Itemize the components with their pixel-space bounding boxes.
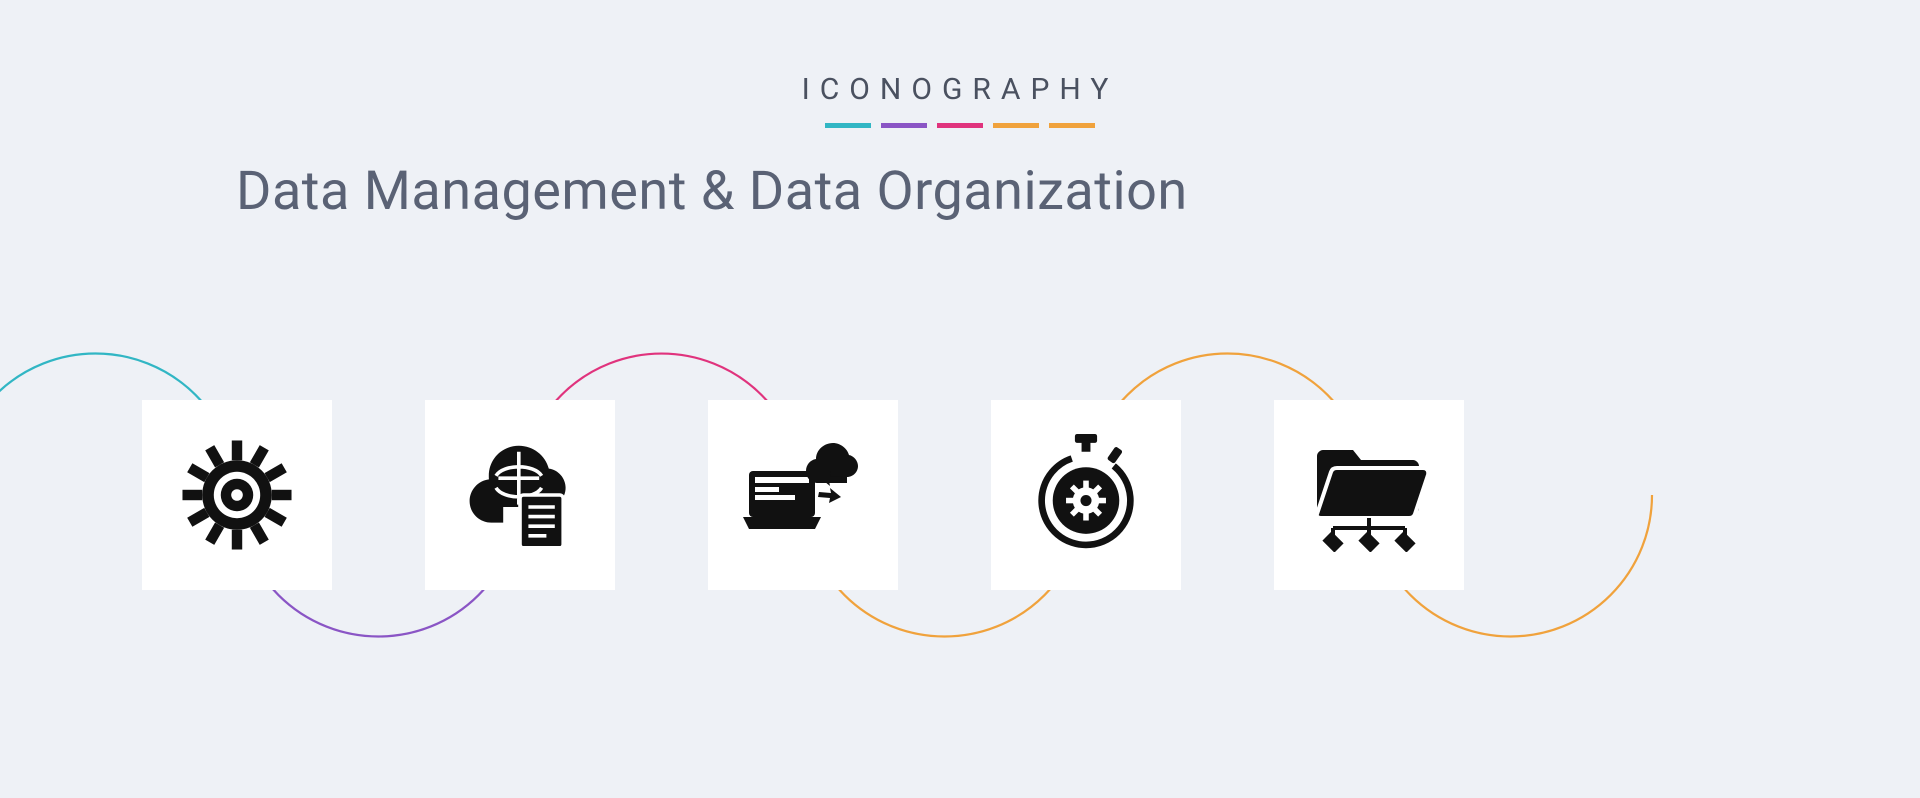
accent-bar-3 [993,123,1039,128]
accent-bar-0 [825,123,871,128]
cloud-document-icon [460,435,580,555]
accent-row [0,123,1920,128]
brand-text: ICONOGRAPHY [0,72,1920,107]
icon-tile [1274,400,1464,590]
icon-tile [708,400,898,590]
page-title: Data Management & Data Organization [236,160,1188,223]
title-wrap: Data Management & Data Organization [236,160,1188,223]
accent-bar-1 [881,123,927,128]
header: ICONOGRAPHY [0,72,1920,128]
laptop-cloud-sync-icon [743,435,863,555]
stopwatch-gear-icon [1026,435,1146,555]
icon-tile [425,400,615,590]
icon-tile [991,400,1181,590]
gear-settings-icon [177,435,297,555]
folder-network-icon [1309,435,1429,555]
icon-tile [142,400,332,590]
accent-bar-4 [1049,123,1095,128]
accent-bar-2 [937,123,983,128]
